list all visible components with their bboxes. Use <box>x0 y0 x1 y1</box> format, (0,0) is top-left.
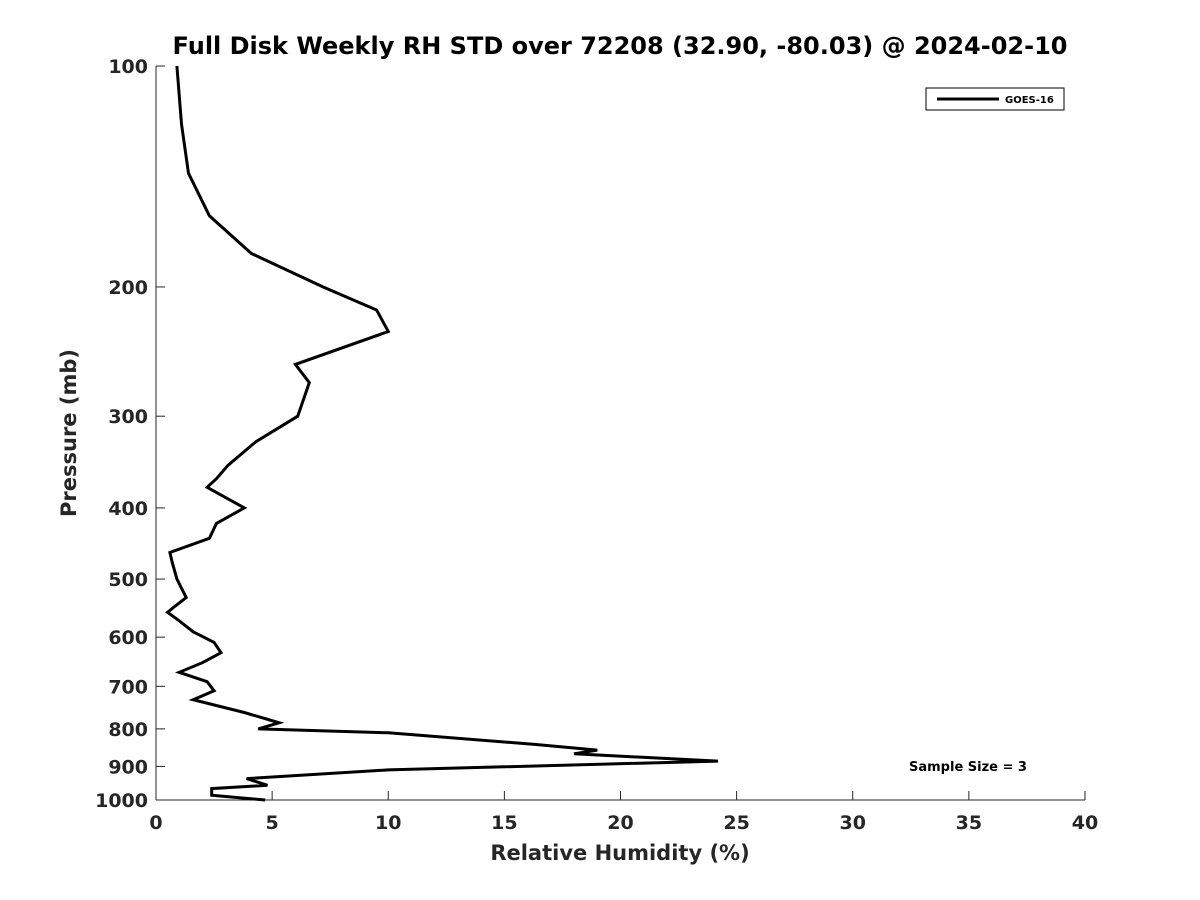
x-tick-label: 0 <box>149 812 162 834</box>
y-tick-label: 400 <box>108 498 148 520</box>
y-tick-label: 900 <box>108 756 148 778</box>
series-line-goes-16 <box>165 65 719 802</box>
legend: GOES-16 <box>925 87 1065 111</box>
x-tick-label: 10 <box>375 812 401 834</box>
axis-ticks: 0 5 10 15 20 25 30 35 40 100 200 300 400 500 600 700 800… <box>95 56 1098 834</box>
y-tick-label: 200 <box>108 277 148 299</box>
x-tick-label: 25 <box>723 812 749 834</box>
x-tick-label: 15 <box>491 812 517 834</box>
y-tick-label: 100 <box>108 56 148 78</box>
x-axis-label: Relative Humidity (%) <box>490 841 749 865</box>
chart-title: Full Disk Weekly RH STD over 72208 (32.9… <box>173 32 1068 60</box>
y-tick-label: 700 <box>108 676 148 698</box>
x-tick-label: 35 <box>956 812 982 834</box>
legend-label-goes-16: GOES-16 <box>1005 95 1054 106</box>
sample-size-annotation: Sample Size = 3 <box>909 760 1027 775</box>
x-tick-label: 40 <box>1072 812 1098 834</box>
x-tick-label: 20 <box>607 812 633 834</box>
y-axis-label: Pressure (mb) <box>57 349 81 517</box>
x-tick-label: 5 <box>266 812 279 834</box>
y-tick-label: 300 <box>108 406 148 428</box>
y-tick-label: 1000 <box>95 790 148 812</box>
y-tick-label: 800 <box>108 719 148 741</box>
y-tick-label: 500 <box>108 569 148 591</box>
y-tick-label: 600 <box>108 627 148 649</box>
x-tick-label: 30 <box>840 812 866 834</box>
series-layer <box>165 65 719 802</box>
